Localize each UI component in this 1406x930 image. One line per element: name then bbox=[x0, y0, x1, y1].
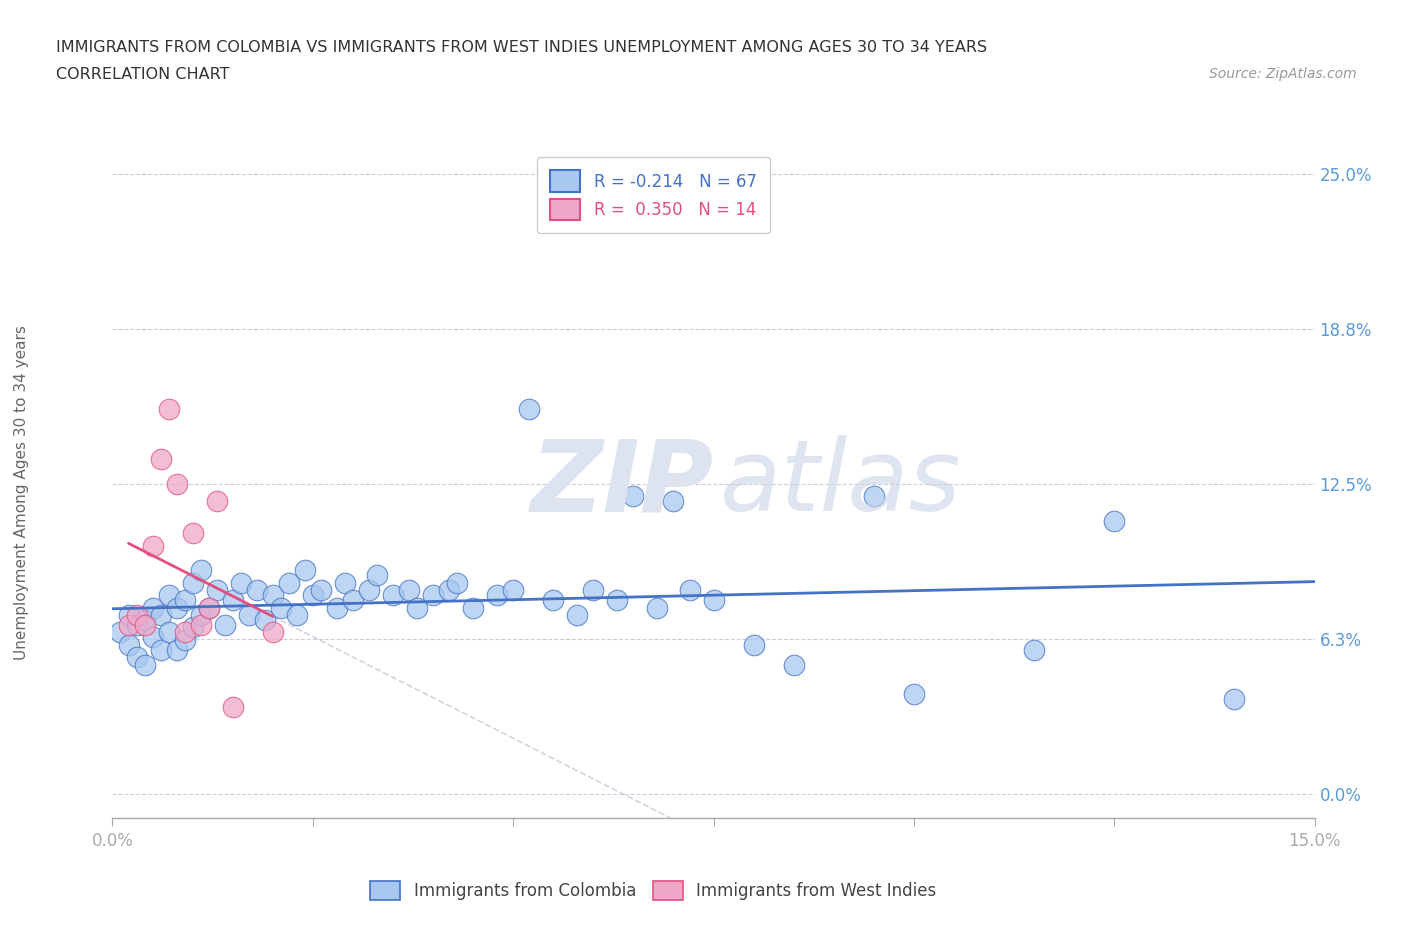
Point bbox=[1102, 513, 1125, 528]
Text: ZIP: ZIP bbox=[530, 435, 713, 532]
Point bbox=[782, 658, 804, 672]
Point bbox=[205, 494, 228, 509]
Point bbox=[173, 632, 195, 647]
Point bbox=[285, 607, 308, 622]
Legend: Immigrants from Colombia, Immigrants from West Indies: Immigrants from Colombia, Immigrants fro… bbox=[364, 874, 943, 907]
Point bbox=[190, 607, 212, 622]
Point bbox=[302, 588, 325, 603]
Point bbox=[197, 600, 219, 615]
Point bbox=[406, 600, 429, 615]
Point bbox=[157, 625, 180, 640]
Point bbox=[157, 402, 180, 417]
Point bbox=[117, 618, 139, 632]
Text: IMMIGRANTS FROM COLOMBIA VS IMMIGRANTS FROM WEST INDIES UNEMPLOYMENT AMONG AGES : IMMIGRANTS FROM COLOMBIA VS IMMIGRANTS F… bbox=[56, 40, 987, 55]
Point bbox=[214, 618, 236, 632]
Text: CORRELATION CHART: CORRELATION CHART bbox=[56, 67, 229, 82]
Point bbox=[173, 592, 195, 607]
Point bbox=[398, 583, 420, 598]
Point bbox=[382, 588, 405, 603]
Point bbox=[149, 451, 172, 466]
Point bbox=[110, 625, 132, 640]
Point bbox=[366, 568, 388, 583]
Point bbox=[149, 643, 172, 658]
Text: Source: ZipAtlas.com: Source: ZipAtlas.com bbox=[1209, 67, 1357, 81]
Point bbox=[437, 583, 460, 598]
Text: atlas: atlas bbox=[720, 435, 962, 532]
Point bbox=[863, 488, 886, 503]
Point bbox=[742, 637, 765, 652]
Point bbox=[502, 583, 524, 598]
Text: Unemployment Among Ages 30 to 34 years: Unemployment Among Ages 30 to 34 years bbox=[14, 326, 28, 660]
Point bbox=[582, 583, 605, 598]
Point bbox=[903, 687, 925, 702]
Point bbox=[621, 488, 644, 503]
Point bbox=[517, 402, 540, 417]
Point bbox=[446, 576, 468, 591]
Point bbox=[309, 583, 332, 598]
Point bbox=[333, 576, 356, 591]
Point bbox=[190, 563, 212, 578]
Point bbox=[205, 583, 228, 598]
Point bbox=[246, 583, 269, 598]
Point bbox=[606, 592, 628, 607]
Point bbox=[173, 625, 195, 640]
Point bbox=[117, 607, 139, 622]
Point bbox=[125, 650, 148, 665]
Point bbox=[190, 618, 212, 632]
Point bbox=[222, 592, 245, 607]
Point bbox=[543, 592, 565, 607]
Point bbox=[486, 588, 509, 603]
Point bbox=[134, 613, 156, 628]
Point bbox=[125, 607, 148, 622]
Point bbox=[149, 607, 172, 622]
Point bbox=[567, 607, 589, 622]
Point bbox=[238, 607, 260, 622]
Point bbox=[134, 658, 156, 672]
Point bbox=[422, 588, 444, 603]
Point bbox=[181, 525, 204, 540]
Point bbox=[270, 600, 292, 615]
Point bbox=[134, 618, 156, 632]
Point bbox=[166, 476, 188, 491]
Point bbox=[647, 600, 669, 615]
Point bbox=[141, 538, 163, 553]
Point bbox=[166, 600, 188, 615]
Point bbox=[277, 576, 299, 591]
Point bbox=[141, 630, 163, 644]
Point bbox=[181, 620, 204, 635]
Point bbox=[326, 600, 349, 615]
Point bbox=[342, 592, 364, 607]
Point bbox=[678, 583, 700, 598]
Point bbox=[262, 588, 284, 603]
Point bbox=[262, 625, 284, 640]
Point bbox=[125, 618, 148, 632]
Point bbox=[166, 643, 188, 658]
Point bbox=[229, 576, 252, 591]
Point bbox=[141, 600, 163, 615]
Point bbox=[197, 600, 219, 615]
Point bbox=[1024, 643, 1046, 658]
Point bbox=[253, 613, 276, 628]
Point bbox=[461, 600, 484, 615]
Point bbox=[181, 576, 204, 591]
Point bbox=[702, 592, 725, 607]
Point bbox=[1223, 692, 1246, 707]
Point bbox=[294, 563, 316, 578]
Point bbox=[117, 637, 139, 652]
Point bbox=[157, 588, 180, 603]
Point bbox=[222, 699, 245, 714]
Point bbox=[357, 583, 380, 598]
Point bbox=[662, 494, 685, 509]
